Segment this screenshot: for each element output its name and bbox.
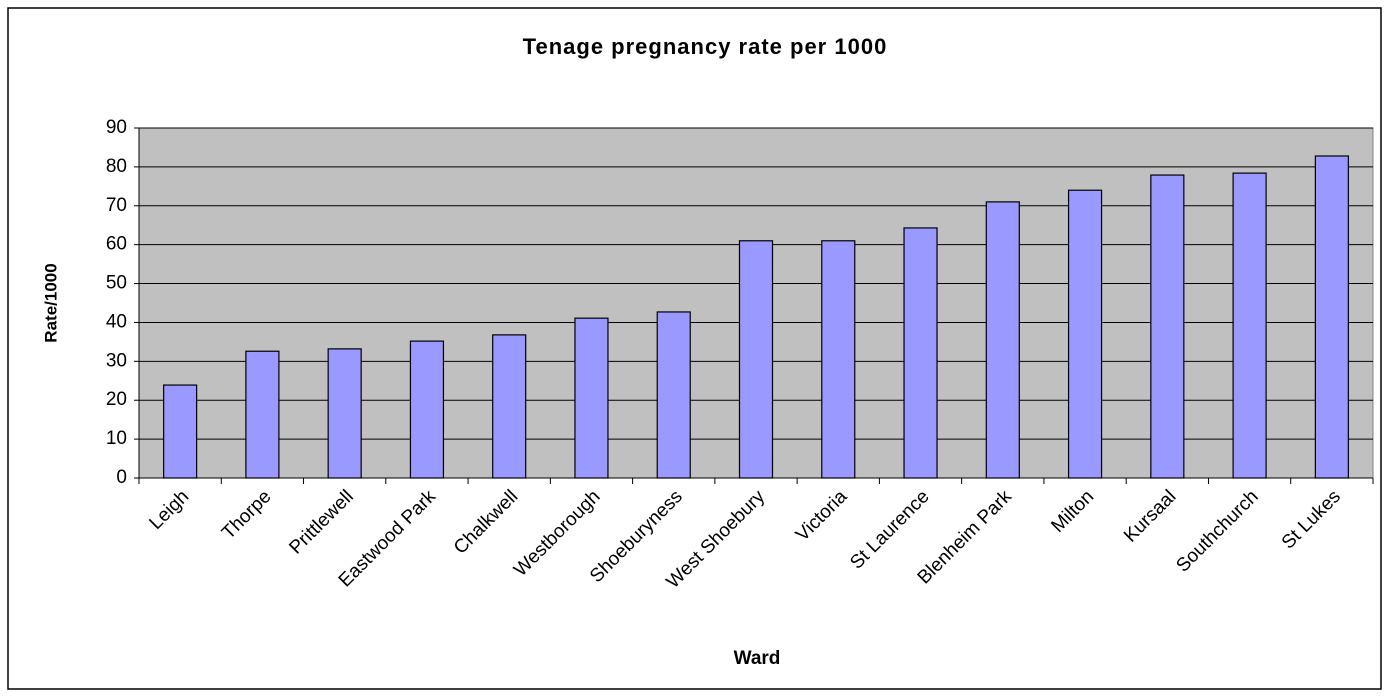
- bar: [409, 340, 445, 479]
- y-tick-label: 60: [106, 234, 127, 255]
- bar: [1067, 189, 1103, 479]
- bar: [163, 384, 198, 479]
- bar: [327, 348, 362, 479]
- y-tick-label: 20: [106, 389, 127, 410]
- bar: [574, 317, 609, 479]
- x-axis-label: Ward: [734, 648, 781, 669]
- bar: [738, 240, 774, 479]
- bar: [1232, 172, 1267, 479]
- y-tick-label: 70: [106, 195, 127, 216]
- y-tick-label: 30: [106, 350, 127, 371]
- y-tick-label: 40: [106, 311, 127, 332]
- bar: [492, 334, 527, 479]
- y-tick-label: 0: [116, 467, 127, 488]
- bar: [245, 350, 280, 479]
- y-axis-label: Rate/1000: [41, 263, 60, 342]
- bar: [985, 201, 1020, 479]
- y-tick-label: 50: [106, 273, 127, 294]
- bar: [1150, 174, 1185, 479]
- bar: [821, 240, 856, 479]
- y-tick-label: 10: [106, 428, 127, 449]
- chart-title: Tenage pregnancy rate per 1000: [523, 34, 888, 59]
- y-tick-label: 90: [106, 117, 127, 138]
- bar: [1314, 155, 1349, 479]
- bar: [656, 311, 691, 479]
- bar: [903, 227, 938, 479]
- y-tick-label: 80: [106, 156, 127, 177]
